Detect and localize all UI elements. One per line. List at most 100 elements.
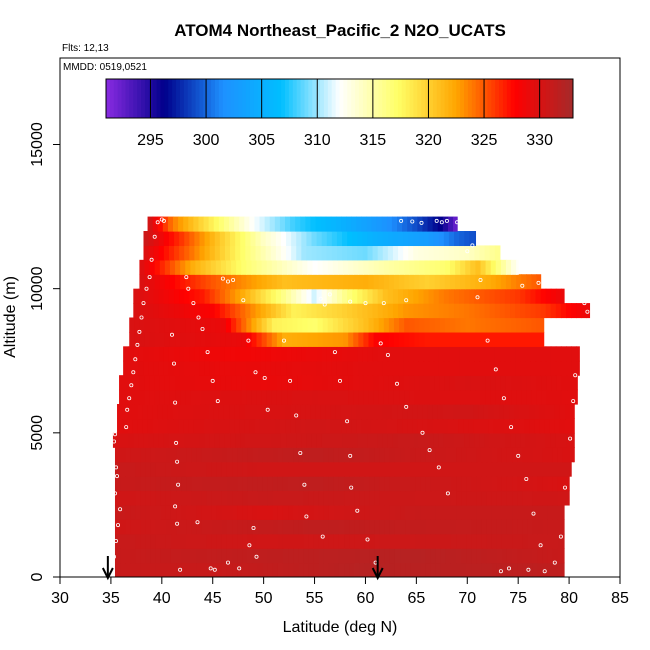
heatmap-cell	[196, 548, 203, 564]
heatmap-cell	[154, 274, 161, 290]
heatmap-cell	[374, 461, 381, 477]
heatmap-cell	[327, 389, 334, 405]
heatmap-cell	[209, 245, 216, 261]
heatmap-cell	[440, 562, 447, 577]
heatmap-cell	[280, 432, 287, 448]
heatmap-cell	[496, 461, 503, 477]
heatmap-cell	[341, 404, 347, 420]
heatmap-cell	[165, 504, 172, 520]
heatmap-cell	[372, 231, 379, 247]
heatmap-cell	[120, 476, 126, 492]
heatmap-cell	[307, 375, 314, 391]
heatmap-cell	[400, 490, 406, 506]
heatmap-cell	[415, 504, 422, 520]
heatmap-cell	[332, 375, 339, 391]
heatmap-cell	[154, 317, 161, 333]
heatmap-cell	[125, 461, 131, 477]
heatmap-cell	[562, 562, 565, 577]
heatmap-cell	[374, 519, 381, 535]
heatmap-cell	[281, 317, 288, 333]
colorbar-cell	[565, 79, 570, 118]
heatmap-cell	[163, 346, 170, 362]
heatmap-cell	[542, 476, 549, 492]
heatmap-cell	[383, 274, 390, 290]
heatmap-cell	[331, 360, 338, 376]
heatmap-cell	[208, 418, 215, 434]
heatmap-cell	[351, 216, 357, 232]
heatmap-cell	[366, 404, 373, 420]
heatmap-cell	[438, 360, 445, 376]
heatmap-cell	[552, 461, 559, 477]
heatmap-cell	[313, 519, 320, 535]
heatmap-cell	[265, 360, 272, 376]
dates-label: MMDD: 0519,0521	[63, 62, 147, 73]
heatmap-cell	[419, 317, 426, 333]
heatmap-cell	[505, 259, 512, 275]
heatmap-cell	[152, 216, 159, 232]
colorbar-cell	[390, 79, 395, 118]
heatmap-cell	[362, 303, 369, 319]
heatmap-cell	[181, 504, 187, 520]
heatmap-cell	[256, 389, 263, 405]
heatmap-cell	[337, 259, 344, 275]
heatmap-cell	[215, 259, 222, 275]
heatmap-cell	[210, 389, 217, 405]
heatmap-cell	[491, 447, 498, 463]
heatmap-cell	[410, 447, 416, 463]
heatmap-cell	[288, 519, 294, 535]
heatmap-cell	[537, 533, 544, 549]
heatmap-cell	[120, 548, 126, 564]
heatmap-cell	[383, 331, 390, 347]
heatmap-cell	[387, 432, 394, 448]
heatmap-cell	[499, 432, 506, 448]
heatmap-cell	[133, 288, 139, 304]
heatmap-cell	[557, 504, 564, 520]
heatmap-cell	[216, 461, 223, 477]
heatmap-cell	[429, 389, 436, 405]
heatmap-cell	[128, 432, 134, 448]
heatmap-cell	[323, 476, 330, 492]
heatmap-cell	[277, 504, 284, 520]
heatmap-cell	[413, 231, 419, 247]
heatmap-cell	[267, 461, 274, 477]
heatmap-cell	[145, 461, 152, 477]
heatmap-cell	[545, 303, 552, 319]
heatmap-cell	[134, 331, 141, 347]
heatmap-cell	[400, 461, 406, 477]
heatmap-cell	[478, 418, 485, 434]
heatmap-cell	[352, 432, 358, 448]
heatmap-cell	[413, 288, 419, 304]
heatmap-cell	[387, 231, 394, 247]
heatmap-cell	[236, 375, 242, 391]
heatmap-cell	[144, 375, 151, 391]
heatmap-cell	[542, 519, 549, 535]
heatmap-cell	[559, 404, 566, 420]
heatmap-cell	[486, 533, 493, 549]
colorbar-cell	[460, 79, 465, 118]
sample-point	[225, 279, 230, 284]
heatmap-cell	[194, 346, 201, 362]
heatmap-cell	[357, 360, 363, 376]
colorbar-cell	[343, 79, 348, 118]
heatmap-cell	[545, 288, 552, 304]
heatmap-cell	[254, 404, 261, 420]
heatmap-cell	[336, 360, 343, 376]
heatmap-cell	[444, 259, 451, 275]
heatmap-cell	[561, 375, 568, 391]
heatmap-cell	[405, 461, 411, 477]
heatmap-cell	[469, 245, 475, 261]
arrow-head	[371, 567, 384, 581]
heatmap-cell	[298, 461, 304, 477]
heatmap-cell	[195, 389, 202, 405]
heatmap-cell	[139, 259, 146, 275]
heatmap-cell	[241, 317, 247, 333]
colorbar-tick-label: 320	[415, 132, 442, 149]
heatmap-cell	[448, 432, 455, 448]
heatmap-cell	[255, 231, 262, 247]
heatmap-cell	[198, 216, 205, 232]
heatmap-cell	[359, 504, 366, 520]
heatmap-cell	[414, 274, 421, 290]
heatmap-cell	[234, 418, 240, 434]
heatmap-cell	[276, 317, 283, 333]
heatmap-cell	[130, 461, 136, 477]
